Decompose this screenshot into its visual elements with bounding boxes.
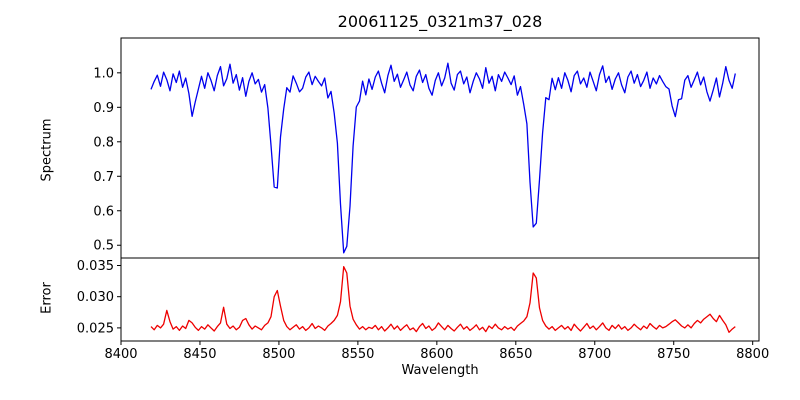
x-tick-label: 8650	[499, 347, 532, 362]
top-axes-frame	[120, 37, 760, 259]
y-tick-label: 0.030	[77, 290, 114, 305]
y-tick-label: 0.7	[93, 170, 114, 185]
x-tick-label: 8550	[341, 347, 374, 362]
x-tick-label: 8500	[262, 347, 295, 362]
y-tick-label: 0.6	[93, 204, 114, 219]
x-tick-label: 8600	[420, 347, 453, 362]
y-tick-label: 0.5	[93, 239, 114, 254]
x-tick-label: 8400	[104, 347, 137, 362]
error-axis-ticks: 0.025 0.030 0.035	[77, 259, 121, 336]
spectrum-line	[150, 62, 736, 254]
x-axis-label: Wavelength	[401, 363, 479, 378]
y-tick-label: 1.0	[93, 66, 114, 81]
x-tick-label: 8800	[736, 347, 769, 362]
data-lines	[150, 62, 736, 333]
y-tick-label: 0.035	[77, 259, 114, 274]
x-axis-ticks: 8400 8450 8500 8550 8600 8650 8700 8750 8800	[104, 341, 769, 362]
y-tick-label: 0.8	[93, 135, 114, 150]
x-tick-label: 8450	[183, 347, 216, 362]
spectrum-axis-ticks: 0.5 0.6 0.7 0.8 0.9 1.0	[93, 66, 121, 254]
x-tick-label: 8700	[578, 347, 611, 362]
error-line	[150, 266, 736, 333]
y-tick-label: 0.025	[77, 321, 114, 336]
bottom-axes-frame	[120, 257, 760, 342]
y-tick-label: 0.9	[93, 101, 114, 116]
x-tick-label: 8750	[657, 347, 690, 362]
plot-title: 20061125_0321m37_028	[337, 12, 543, 31]
